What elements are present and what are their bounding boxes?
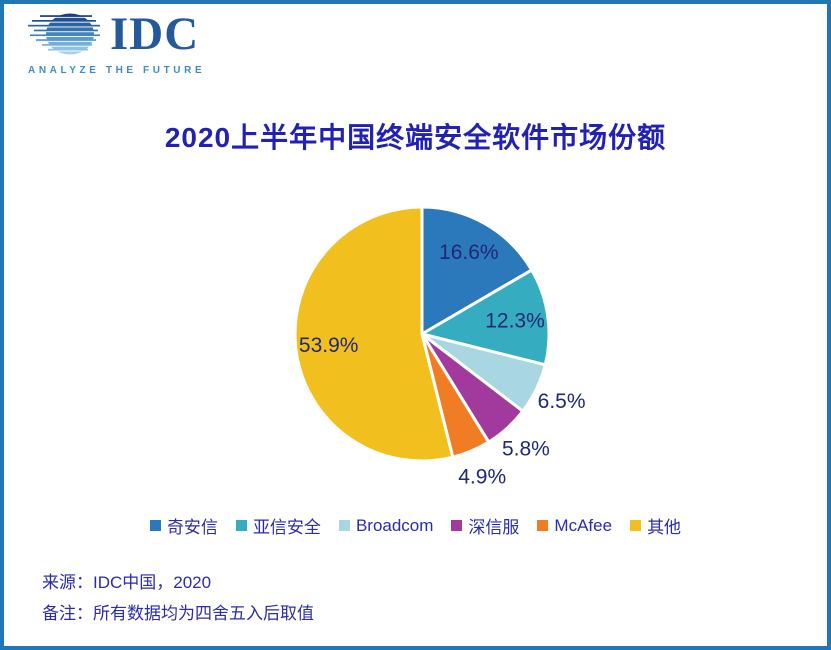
- pie-value-label-奇安信: 16.6%: [439, 241, 499, 264]
- legend-swatch-icon: [338, 520, 350, 531]
- legend-swatch-icon: [451, 520, 463, 531]
- legend-label: McAfee: [554, 515, 613, 535]
- idc-globe-icon: [28, 13, 100, 55]
- pie-value-label-其他: 53.9%: [299, 334, 359, 357]
- legend-item-其他: 其他: [630, 513, 681, 538]
- pie-value-label-Broadcom: 6.5%: [538, 390, 586, 413]
- legend-swatch-icon: [149, 520, 161, 531]
- legend-swatch-icon: [235, 520, 247, 531]
- idc-logo-tagline: ANALYZE THE FUTURE: [28, 65, 206, 76]
- legend-label: 奇安信: [166, 518, 218, 537]
- legend-swatch-icon: [537, 520, 549, 531]
- source-note: 来源：IDC中国，2020: [42, 573, 212, 592]
- legend-item-Broadcom: Broadcom: [338, 515, 434, 536]
- legend-item-McAfee: McAfee: [537, 516, 612, 536]
- idc-logo: IDC ANALYZE THE FUTURE: [28, 8, 228, 76]
- pie-slice-奇安信: [420, 205, 534, 336]
- pie-chart: 16.6% 12.3% 6.5% 5.8% 4.9% 53.9%: [293, 205, 586, 488]
- legend-item-亚信安全: 亚信安全: [235, 513, 321, 538]
- chart-title: 2020上半年中国终端安全软件市场份额: [164, 122, 667, 153]
- pie-slice-其他: [293, 205, 455, 463]
- legend-label: 深信服: [468, 518, 520, 537]
- idc-logo-top: IDC: [28, 8, 228, 60]
- legend-label: 亚信安全: [252, 518, 321, 537]
- legend-item-深信服: 深信服: [451, 513, 519, 538]
- pie-value-label-深信服: 5.8%: [502, 437, 550, 460]
- legend-item-奇安信: 奇安信: [149, 513, 218, 538]
- chart-legend: 奇安信 亚信安全 Broadcom 深信服 McAfee 其他: [4, 513, 827, 538]
- rounding-note: 备注：所有数据均为四舍五入后取值: [42, 604, 314, 623]
- pie-value-label-McAfee: 4.9%: [458, 465, 506, 488]
- pie-value-label-亚信安全: 12.3%: [485, 309, 545, 332]
- idc-logo-brand: IDC: [110, 8, 200, 60]
- legend-label: 其他: [647, 518, 682, 537]
- legend-swatch-icon: [630, 520, 642, 531]
- legend-label: Broadcom: [355, 515, 434, 535]
